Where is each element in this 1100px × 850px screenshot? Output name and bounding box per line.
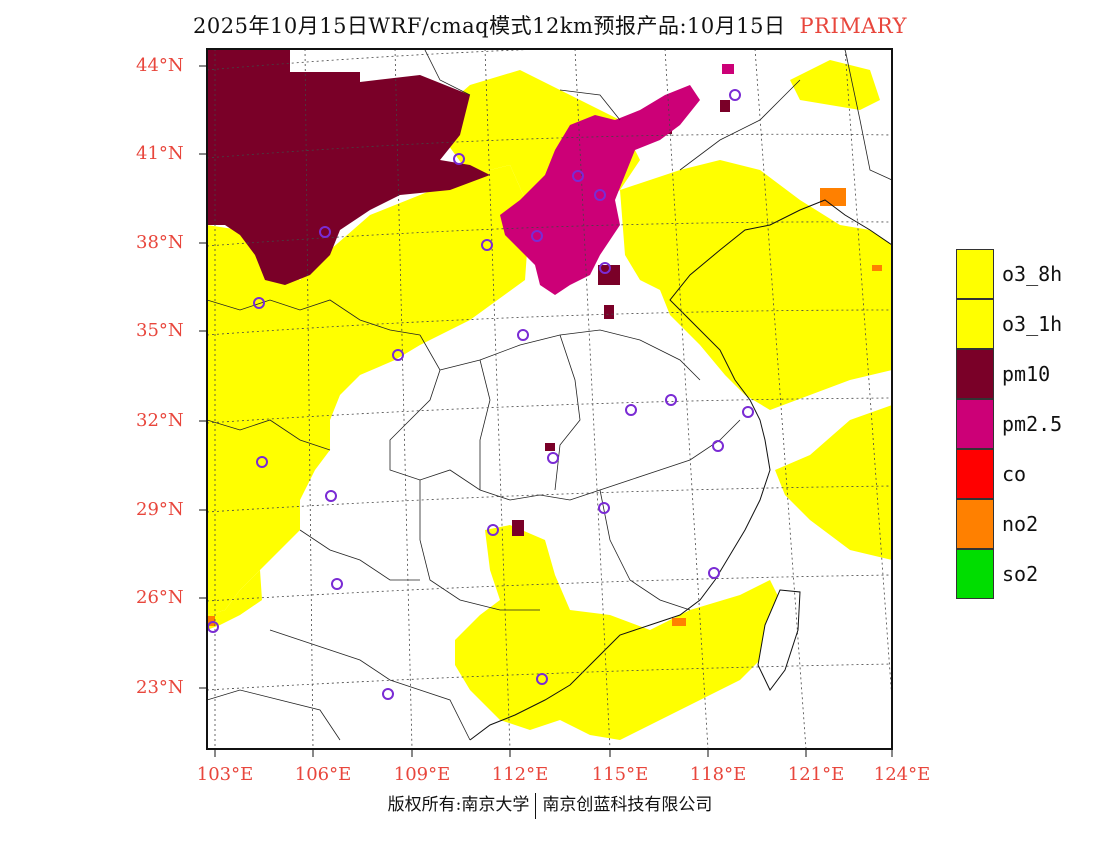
station-marker [382,688,394,700]
legend-swatch [956,449,994,499]
station-marker [599,262,611,274]
axis-ticks [199,65,893,757]
footer-divider [535,792,537,819]
lat-label-29n: 29°N [136,499,184,520]
pm10-region-mongolia [207,49,490,285]
legend-label: pm10 [1002,362,1051,386]
station-marker [319,226,331,238]
station-marker [708,567,720,579]
legend-swatch [956,249,994,299]
station-marker [253,297,265,309]
primary-tag: PRIMARY [799,14,907,38]
lat-label-44n: 44°N [136,55,184,76]
station-marker [572,170,584,182]
station-marker [598,502,610,514]
station-marker [531,230,543,242]
station-marker [625,404,637,416]
no2-patch-3 [207,616,215,626]
lon-label-121e: 121°E [787,764,845,785]
pm25-patch-1 [722,64,734,74]
title-text: 2025年10月15日WRF/cmaq模式12km预报产品:10月15日 [193,14,786,38]
station-marker [536,673,548,685]
station-marker [712,440,724,452]
copyright-right: 南京创蓝科技有限公司 [542,795,713,815]
station-marker [594,189,606,201]
station-marker [729,89,741,101]
o3-region-northeast [790,60,880,110]
station-markers [207,89,754,700]
map-title: 2025年10月15日WRF/cmaq模式12km预报产品:10月15日 PRIM… [0,10,1100,40]
station-marker [487,524,499,536]
lat-label-38n: 38°N [136,232,184,253]
lon-label-112e: 112°E [491,764,549,785]
station-marker [331,578,343,590]
legend-swatch [956,499,994,549]
lat-label-32n: 32°N [136,410,184,431]
o3-region-southeast-sea [775,405,892,560]
lon-label-103e: 103°E [196,764,254,785]
legend-label: o3_1h [1002,312,1063,336]
legend-swatch [956,299,994,349]
pm10-patch-5 [545,443,555,451]
lat-label-23n: 23°N [136,677,184,698]
legend-label: so2 [1002,562,1039,586]
station-marker [517,329,529,341]
station-marker [665,394,677,406]
no2-patch-1 [820,188,846,206]
coastline [469,199,892,741]
taiwan-outline [757,589,801,691]
lon-label-118e: 118°E [689,764,747,785]
station-marker [547,452,559,464]
station-marker [742,406,754,418]
station-marker [256,456,268,468]
o3-region-south [455,525,785,740]
copyright-footer: 版权所有:南京大学 南京创蓝科技有限公司 [0,790,1100,819]
o3-region-southwest [207,570,262,630]
map-frame [206,48,893,750]
lat-label-35n: 35°N [136,320,184,341]
pm10-patch-4 [604,305,614,319]
legend-swatch [956,349,994,399]
pm10-patch-2 [512,520,524,536]
legend-label: co [1002,462,1027,486]
legend-label: pm2.5 [1002,412,1063,436]
pm10-patch-1 [598,265,620,285]
lon-label-109e: 109°E [393,764,451,785]
no2-patch-4 [872,265,882,271]
lat-label-26n: 26°N [136,587,184,608]
station-marker [325,490,337,502]
station-marker [453,153,465,165]
legend-label: o3_8h [1002,262,1063,286]
o3-region-central-east [620,160,892,410]
legend-swatch [956,399,994,449]
no2-patch-2 [672,618,686,626]
station-marker [481,239,493,251]
station-marker [392,349,404,361]
lon-label-115e: 115°E [591,764,649,785]
graticule [207,49,892,749]
legend-label: no2 [1002,512,1039,536]
legend-swatch [956,549,994,599]
pollutant-layer [207,49,892,749]
pm10-patch-3 [720,100,730,112]
lon-label-124e: 124°E [873,764,931,785]
copyright-left: 版权所有:南京大学 [387,795,530,815]
lat-label-41n: 41°N [136,143,184,164]
lon-label-106e: 106°E [294,764,352,785]
